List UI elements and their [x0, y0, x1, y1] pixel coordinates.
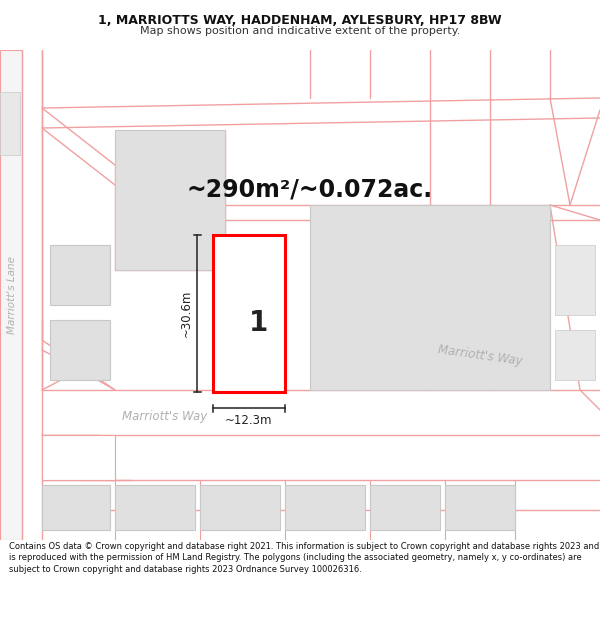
- Polygon shape: [310, 205, 550, 390]
- Polygon shape: [115, 130, 225, 270]
- Text: 1: 1: [250, 309, 269, 338]
- Text: Marriott's Lane: Marriott's Lane: [7, 256, 17, 334]
- Text: ~12.3m: ~12.3m: [225, 414, 273, 427]
- Text: Map shows position and indicative extent of the property.: Map shows position and indicative extent…: [140, 26, 460, 36]
- Polygon shape: [42, 435, 115, 480]
- Bar: [42, 485, 110, 530]
- Text: Contains OS data © Crown copyright and database right 2021. This information is : Contains OS data © Crown copyright and d…: [9, 542, 599, 574]
- Text: ~290m²/~0.072ac.: ~290m²/~0.072ac.: [187, 178, 433, 202]
- Text: Marriott's Way: Marriott's Way: [122, 411, 208, 424]
- Text: 1, MARRIOTTS WAY, HADDENHAM, AYLESBURY, HP17 8BW: 1, MARRIOTTS WAY, HADDENHAM, AYLESBURY, …: [98, 14, 502, 27]
- Text: Marriott's Way: Marriott's Way: [437, 342, 523, 367]
- Bar: [115, 485, 195, 530]
- Bar: [370, 485, 440, 530]
- Polygon shape: [0, 50, 22, 540]
- Bar: [213, 235, 285, 392]
- Bar: [555, 330, 595, 380]
- Bar: [50, 245, 110, 305]
- Bar: [50, 320, 110, 380]
- Text: ~30.6m: ~30.6m: [180, 290, 193, 337]
- Bar: [0, 92, 20, 155]
- Bar: [445, 485, 515, 530]
- Bar: [555, 245, 595, 315]
- Bar: [200, 485, 280, 530]
- Bar: [285, 485, 365, 530]
